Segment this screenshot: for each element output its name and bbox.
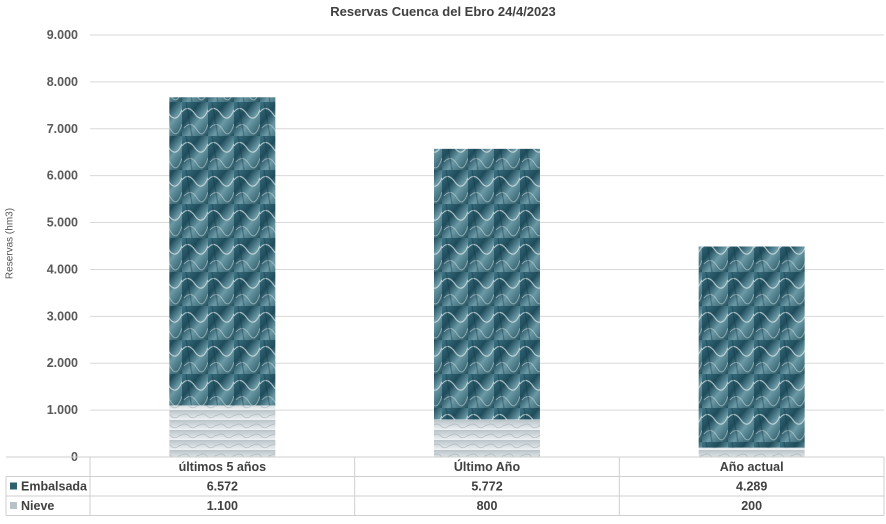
bar-nieve — [169, 405, 276, 457]
data-label: 5.772 — [471, 480, 502, 494]
y-tick-label: 2.000 — [47, 356, 78, 370]
y-tick-label: 1.000 — [47, 403, 78, 417]
legend-swatch-nieve — [10, 502, 17, 509]
bar-nieve — [434, 419, 540, 457]
data-label: 1.100 — [207, 499, 238, 513]
bar-embalsada — [698, 246, 805, 448]
y-tick-label: 4.000 — [47, 262, 78, 276]
legend-label-nieve: Nieve — [21, 499, 54, 513]
bar-nieve — [698, 447, 805, 457]
chart-title: Reservas Cuenca del Ebro 24/4/2023 — [330, 4, 556, 19]
legend-label-embalsada: Embalsada — [21, 480, 88, 494]
data-label: 200 — [741, 499, 762, 513]
data-label: 800 — [477, 499, 498, 513]
y-tick-label: 6.000 — [47, 169, 78, 183]
bar-embalsada — [434, 148, 540, 420]
y-tick-label: 3.000 — [47, 309, 78, 323]
x-tick-label: Año actual — [720, 460, 784, 474]
y-tick-label: 5.000 — [47, 216, 78, 230]
y-tick-label: 8.000 — [47, 75, 78, 89]
y-tick-label: 9.000 — [47, 28, 78, 42]
data-label: 4.289 — [736, 480, 767, 494]
y-tick-label: 7.000 — [47, 122, 78, 136]
legend-swatch-embalsada — [10, 482, 17, 490]
bar-embalsada — [169, 97, 276, 406]
x-tick-label: Último Año — [454, 459, 521, 474]
x-tick-label: últimos 5 años — [179, 460, 267, 474]
data-label: 6.572 — [207, 480, 238, 494]
